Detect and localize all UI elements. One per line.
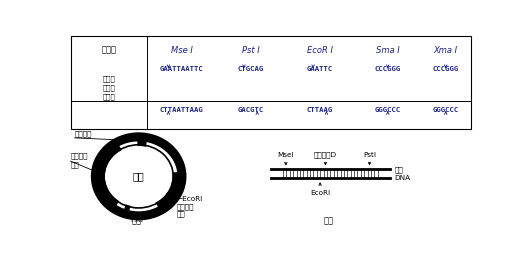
- Text: CTTAAG: CTTAAG: [306, 107, 333, 113]
- Text: 识别序
列及切
割位点: 识别序 列及切 割位点: [102, 76, 115, 100]
- Text: GACGTC: GACGTC: [237, 107, 264, 113]
- Text: Mse I: Mse I: [171, 45, 193, 54]
- Ellipse shape: [104, 145, 173, 208]
- Text: CTTAATTAAG: CTTAATTAAG: [160, 107, 204, 113]
- Text: EcoR I: EcoR I: [307, 45, 333, 54]
- Text: GAATTAATTC: GAATTAATTC: [160, 66, 204, 72]
- Text: CTGCAG: CTGCAG: [237, 66, 264, 72]
- Text: CCCGGG: CCCGGG: [433, 66, 459, 72]
- Text: Xma I: Xma I: [434, 45, 458, 54]
- Text: 图二: 图二: [323, 216, 334, 225]
- Text: PstI: PstI: [363, 152, 376, 158]
- Text: Pst I: Pst I: [242, 45, 260, 54]
- Text: GGGCCC: GGGCCC: [375, 107, 401, 113]
- Ellipse shape: [95, 137, 182, 216]
- Text: GGGCCC: GGGCCC: [433, 107, 459, 113]
- Bar: [71, 36, 470, 129]
- Text: EcoRI: EcoRI: [310, 190, 330, 196]
- Text: Sma I: Sma I: [376, 45, 400, 54]
- Text: 抗四环素
基因: 抗四环素 基因: [71, 153, 88, 168]
- Text: 图一: 图一: [131, 216, 142, 225]
- Text: 限制酶: 限制酶: [101, 45, 116, 54]
- Text: MseI: MseI: [278, 152, 294, 158]
- Text: 外源
DNA: 外源 DNA: [394, 167, 410, 181]
- Text: GAATTC: GAATTC: [306, 66, 333, 72]
- Text: CCCGGG: CCCGGG: [375, 66, 401, 72]
- Text: 目的基因D: 目的基因D: [314, 151, 337, 158]
- Text: 复制原点: 复制原点: [74, 131, 92, 137]
- Text: 质粒: 质粒: [133, 171, 145, 181]
- Text: PstI: PstI: [131, 217, 144, 223]
- Text: ←EcoRI
抗青霉素
基因: ←EcoRI 抗青霉素 基因: [177, 196, 203, 217]
